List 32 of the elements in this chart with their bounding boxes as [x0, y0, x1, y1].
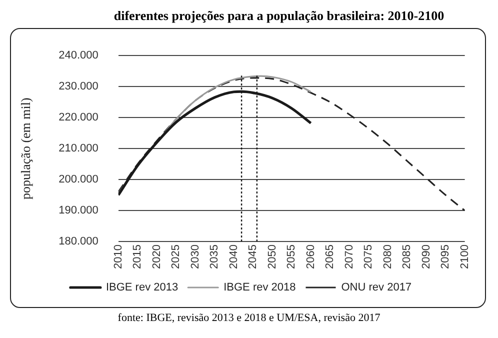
x-tick-label: 2045	[247, 244, 260, 270]
x-tick-label: 2035	[208, 244, 221, 270]
x-tick-label: 2060	[304, 244, 317, 270]
source-note: fonte: IBGE, revisão 2013 e 2018 e UM/ESA, revisão 2017	[116, 312, 382, 324]
x-tick-label: 2050	[266, 244, 278, 270]
y-axis-title: população (em mil)	[18, 98, 34, 200]
y-tick-label: 230.000	[58, 80, 98, 93]
x-tick-label: 2040	[228, 244, 240, 270]
y-tick-label: 210.000	[58, 142, 98, 155]
legend-label: IBGE rev 2018	[224, 282, 296, 294]
x-tick-label: 2010	[112, 244, 124, 270]
y-tick-label: 240.000	[58, 50, 98, 62]
x-tick-label: 2015	[132, 244, 144, 270]
x-tick-label: 2095	[440, 244, 452, 270]
y-tick-label: 180.000	[58, 236, 98, 248]
x-tick-label: 2020	[150, 244, 163, 270]
x-tick-label: 2075	[362, 244, 375, 270]
y-tick-label: 200.000	[58, 174, 98, 186]
legend-label: IBGE rev 2013	[106, 282, 178, 294]
chart-title: diferentes projeções para a população brasileira: 2010-2100	[112, 8, 446, 24]
legend-label: ONU rev 2017	[341, 282, 412, 294]
x-tick-label: 2055	[286, 244, 298, 270]
x-tick-label: 2080	[382, 244, 394, 270]
y-tick-label: 190.000	[58, 204, 98, 217]
x-tick-label: 2100	[458, 244, 471, 270]
x-tick-label: 2090	[420, 244, 432, 270]
y-tick-label: 220.000	[58, 112, 98, 124]
x-tick-label: 2030	[189, 244, 202, 270]
x-tick-label: 2025	[170, 244, 182, 270]
x-tick-label: 2065	[324, 244, 336, 270]
x-tick-label: 2085	[401, 244, 414, 270]
x-tick-label: 2070	[343, 244, 356, 270]
